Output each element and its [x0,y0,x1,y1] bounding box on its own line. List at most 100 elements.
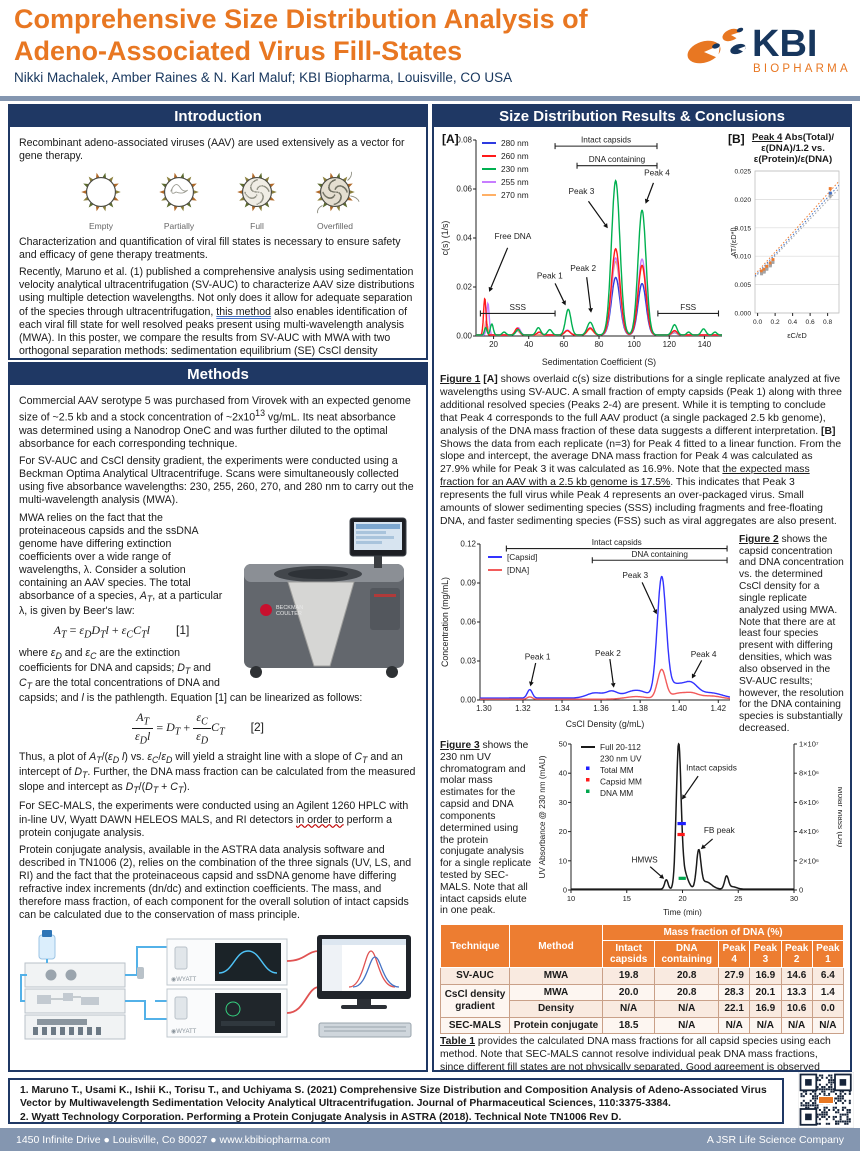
svg-text:0.06: 0.06 [456,185,472,194]
svg-text:0.020: 0.020 [734,197,751,204]
figure2-row: 1.30 1.32 1.34 1.36 1.38 1.40 1.42 0.00 0.03 0.06… [440,532,844,738]
svg-text:Full 20-112: Full 20-112 [600,742,641,752]
svg-text:0.03: 0.03 [460,656,476,665]
svg-text:20: 20 [678,894,686,903]
references-body: 1. Maruno T., Usami K., Ishii K., Torisu… [10,1080,782,1122]
footer-bar: 1450 Infinite Drive ● Louisville, Co 800… [0,1128,860,1151]
svg-text:Concentration (mg/mL): Concentration (mg/mL) [440,577,450,667]
svg-text:Intact capsids: Intact capsids [592,538,642,547]
figure1b-linear-fit-chart: 0.0 0.2 0.4 0.6 0.8 0.000 0.005 0.010 0.015 0.020… [728,165,844,345]
results-header: Size Distribution Results & Conclusions [434,106,850,127]
svg-text:0.015: 0.015 [734,225,751,232]
beers-law-equation-1: AT = εDDTl + εCCTl [1] [53,623,190,641]
figure2-caption: Figure 2 shows the capsid concentration … [739,533,844,735]
poster-authors: Nikki Machalek, Amber Raines & N. Karl M… [14,70,513,85]
svg-text:Peak 2: Peak 2 [595,648,621,658]
methods-body: Commercial AAV serotype 5 was purchased … [10,385,426,1053]
svg-text:BECKMAN: BECKMAN [276,605,303,611]
svg-text:0.000: 0.000 [734,311,751,318]
svg-text:εC/εD: εC/εD [787,331,807,340]
logo-biopharma-text: BIOPHARMA [753,63,851,75]
svg-text:8×10⁶: 8×10⁶ [799,769,819,778]
svg-text:0.025: 0.025 [734,169,751,176]
svg-text:Peak 1: Peak 1 [537,270,563,280]
footer-company: A JSR Life Science Company [706,1133,844,1146]
qr-code [797,1071,855,1133]
fill-state-label-full: Full [250,221,264,232]
svg-text:DNA MM: DNA MM [600,788,633,798]
svg-text:1.42: 1.42 [710,704,726,713]
workstation-monitor [317,934,412,1038]
intro-paragraph-3: Recently, Maruno et al. (1) published a … [19,266,415,357]
svg-text:140: 140 [698,340,712,349]
ultracentrifuge-illustration: BECKMAN COULTER [244,517,407,678]
svg-text:Intact capsids: Intact capsids [581,136,631,145]
svg-text:6×10⁶: 6×10⁶ [799,798,819,807]
poster-title: Comprehensive Size Distribution Analysis… [14,4,674,68]
svg-text:UV Absorbance @ 230 nm (mAU): UV Absorbance @ 230 nm (mAU) [538,755,547,878]
logo-cell-icon [687,27,746,64]
svg-text:◉WYATT: ◉WYATT [171,1029,197,1035]
svg-text:270 nm: 270 nm [501,190,529,200]
aav-overfilled-icon [315,171,360,214]
svg-text:Sedimentation Coefficient (S): Sedimentation Coefficient (S) [542,357,656,367]
figure1b-block: [B] Peak 4 Abs(Total)/ε(DNA)/1.2 vs. ε(P… [728,130,844,372]
fill-state-label-partially: Partially [163,221,195,232]
svg-text:[Capsid]: [Capsid] [507,552,537,562]
svg-text:DNA containing: DNA containing [631,550,688,559]
svg-text:1×10⁷: 1×10⁷ [799,739,819,748]
figure1b-title: Peak 4 Abs(Total)/ε(DNA)/1.2 vs. ε(Prote… [751,132,835,166]
methods-paragraph-2: For SV-AUC and CsCl density gradient, th… [19,455,414,507]
aav-empty-figure: Empty [75,167,127,232]
svg-text:40: 40 [559,769,567,778]
svg-text:230 nm UV: 230 nm UV [600,753,642,763]
svg-text:25: 25 [734,894,742,903]
introduction-body: Recombinant adeno-associated viruses (AA… [10,127,426,358]
introduction-section: Introduction Recombinant adeno-associate… [8,104,428,360]
svg-text:c(s) (1/s): c(s) (1/s) [440,221,450,256]
aav-partially-figure: Partially [153,167,205,232]
svg-text:Peak 4: Peak 4 [644,168,670,178]
svg-text:0.010: 0.010 [734,254,751,261]
svg-text:20: 20 [489,340,498,349]
svg-text:Peak 3: Peak 3 [622,570,648,580]
svg-text:SSS: SSS [510,303,527,312]
methods-section: Methods Commercial AAV serotype 5 was pu… [8,362,428,1072]
aav-overfilled-figure: Overfilled [309,167,361,232]
svg-text:15: 15 [623,894,631,903]
figure1-panel-b-label: [B] [728,132,745,146]
svg-text:0: 0 [563,885,567,894]
methods-paragraph-6: For SEC-MALS, the experiments were condu… [19,800,409,839]
methods-paragraph-7: Protein conjugate analysis, available in… [19,843,412,922]
svg-text:280 nm: 280 nm [501,138,529,148]
footer-address: 1450 Infinite Drive ● Louisville, Co 800… [16,1133,331,1146]
svg-text:10: 10 [567,894,575,903]
figure3-caption: Figure 3 shows the 230 nm UV chromatogra… [440,739,532,917]
intro-paragraph-1: Recombinant adeno-associated viruses (AA… [19,137,405,163]
introduction-header: Introduction [10,106,426,127]
table1-caption: Table 1 provides the calculated DNA mass… [440,1036,831,1072]
intro-paragraph-2: Characterization and quantification of v… [19,235,401,262]
figure1a-sv-auc-chart: 20 40 60 80 100 120 140 0.00 0.02 0.04 0.06 0.08 Sed… [440,130,728,372]
poster-header: Comprehensive Size Distribution Analysis… [0,0,860,96]
svg-text:0.0: 0.0 [753,319,762,326]
figure3-row: Figure 3 shows the 230 nm UV chromatogra… [440,738,845,922]
svg-text:0.8: 0.8 [823,319,832,326]
header-divider [0,96,860,101]
ultracentrifuge-photo: BECKMAN COULTER [232,514,417,682]
reference-item-1: 1. Maruno T., Usami K., Ishii K., Torisu… [20,1085,767,1110]
svg-text:Peak 4: Peak 4 [691,649,717,659]
svg-text:1.38: 1.38 [632,704,648,713]
svg-text:FB peak: FB peak [704,825,736,835]
poster-title-line2: Adeno-Associated Virus Fill-States [14,35,463,66]
references-section: 1. Maruno T., Usami K., Ishii K., Torisu… [8,1078,784,1124]
svg-text:FSS: FSS [680,303,696,312]
methods-paragraph-1: Commercial AAV serotype 5 was purchased … [19,395,411,450]
svg-text:30: 30 [559,798,567,807]
poster-title-line1: Comprehensive Size Distribution Analysis… [14,4,588,34]
svg-text:0.005: 0.005 [734,282,751,289]
svg-text:0: 0 [799,885,803,894]
aav-empty-icon [81,173,121,212]
figure1-row: [A] 20 40 60 80 100 120 140 0.00 0.02 0.04 0.06 0.0… [440,130,844,372]
svg-text:0.08: 0.08 [456,136,472,145]
